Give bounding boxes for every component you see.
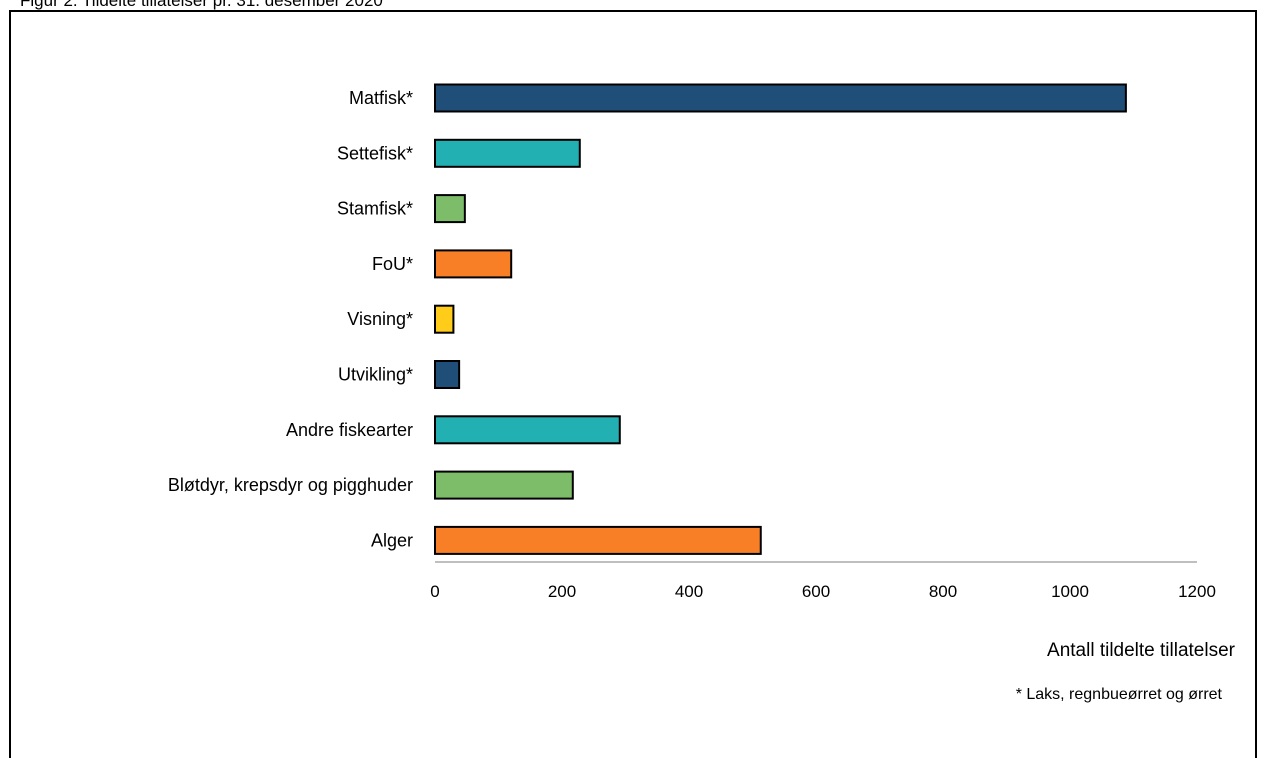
bar-3 <box>434 249 513 279</box>
bar-1 <box>434 138 581 168</box>
category-labels: Matfisk* Settefisk* Stamfisk* FoU* Visning* U… <box>168 88 413 550</box>
bar-2 <box>434 194 466 224</box>
category-label-4: Visning* <box>347 309 413 329</box>
category-label-1: Settefisk* <box>337 143 413 163</box>
bar-8 <box>434 525 762 555</box>
category-label-5: Utvikling* <box>338 365 413 385</box>
category-label-2: Stamfisk* <box>337 199 413 219</box>
bar-6 <box>434 415 621 445</box>
category-label-0: Matfisk* <box>349 88 413 108</box>
chart-frame <box>9 10 1257 758</box>
bars-group <box>434 83 1127 555</box>
category-label-7: Bløtdyr, krepsdyr og pigghuder <box>168 475 413 495</box>
x-tick-label-0: 0 <box>430 582 439 601</box>
bar-5 <box>434 360 461 389</box>
x-tick-label-3: 600 <box>802 582 830 601</box>
x-tick-label-5: 1000 <box>1051 582 1089 601</box>
footnote: * Laks, regnbueørret og ørret <box>1016 686 1223 703</box>
x-tick-label-6: 1200 <box>1178 582 1216 601</box>
x-tick-label-4: 800 <box>929 582 957 601</box>
bar-4 <box>434 304 455 334</box>
category-label-3: FoU* <box>372 254 413 274</box>
figure-title: Figur 2. Tildelte tillatelser pr. 31. de… <box>20 0 383 10</box>
category-label-8: Alger <box>371 530 413 550</box>
x-tick-label-2: 400 <box>675 582 703 601</box>
category-label-6: Andre fiskearter <box>286 420 413 440</box>
x-tick-label-1: 200 <box>548 582 576 601</box>
x-tick-labels: 0 200 400 600 800 1000 1200 <box>430 582 1216 601</box>
bar-0 <box>434 83 1127 113</box>
bar-7 <box>434 470 574 500</box>
x-axis-title: Antall tildelte tillatelser <box>1047 640 1236 661</box>
